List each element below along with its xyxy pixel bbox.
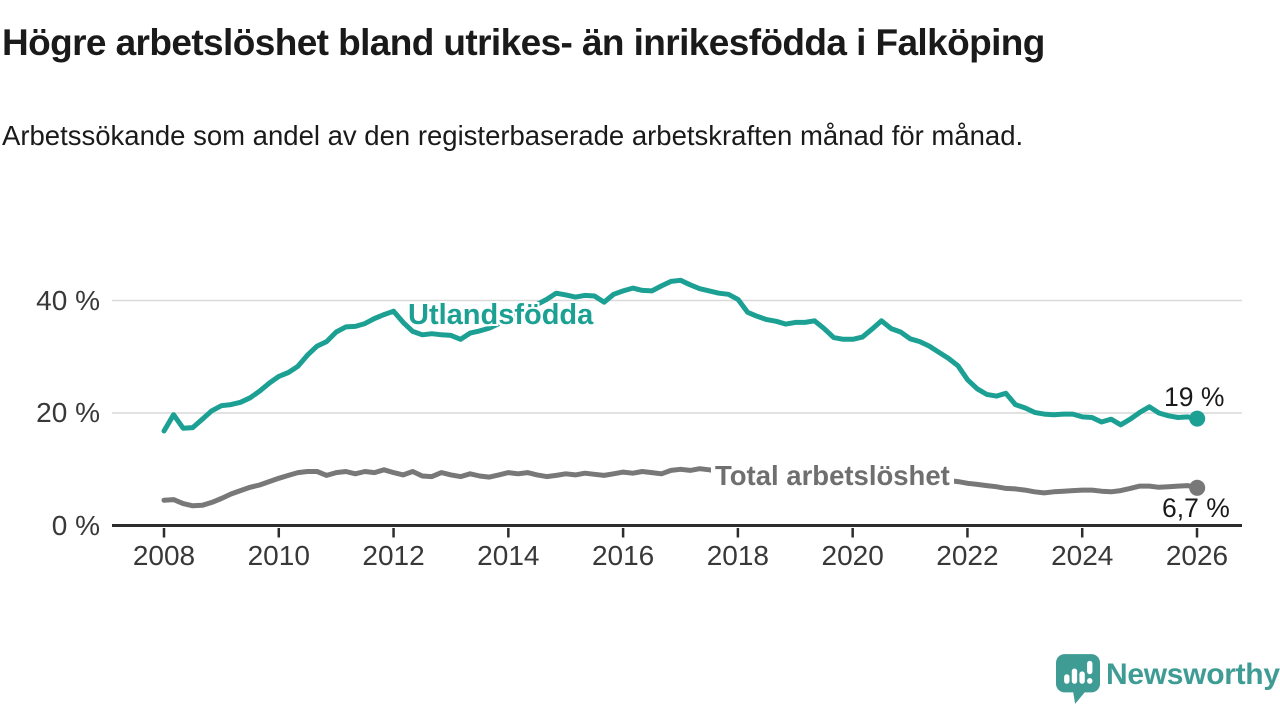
x-axis-tick-label: 2008 bbox=[132, 540, 196, 571]
newsworthy-speech-bubble-chart-icon bbox=[1056, 654, 1100, 709]
x-axis-tick-label: 2024 bbox=[1051, 540, 1114, 571]
x-axis-tick-label: 2022 bbox=[936, 540, 999, 571]
y-axis-tick-label: 40 % bbox=[36, 284, 100, 316]
x-axis-tick-label: 2020 bbox=[821, 540, 884, 571]
end-value-label-total: 6,7 % bbox=[1162, 493, 1230, 523]
series-label-utlandsfodda: Utlandsfödda bbox=[408, 299, 594, 331]
x-axis-tick-label: 2010 bbox=[247, 540, 310, 571]
x-axis-tick-label: 2026 bbox=[1165, 540, 1229, 571]
page-subtitle: Arbetssökande som andel av den registerb… bbox=[2, 120, 1024, 151]
y-axis-tick-label: 20 % bbox=[36, 397, 100, 428]
newsworthy-logo: Newsworthy bbox=[1056, 652, 1280, 708]
series-end-dot-utlandsfodda bbox=[1189, 410, 1206, 427]
series-line-total-arbetsloshet bbox=[161, 466, 1200, 509]
x-axis-tick-label: 2016 bbox=[591, 540, 655, 571]
x-axis-tick-label: 2014 bbox=[477, 540, 540, 571]
x-axis-tick-label: 2018 bbox=[706, 540, 770, 571]
series-end-dot-total-arbetsloshet bbox=[1189, 479, 1206, 496]
series-line-utlandsfodda bbox=[161, 277, 1200, 434]
y-axis-tick-label: 0 % bbox=[51, 509, 100, 541]
x-axis-tick-label: 2012 bbox=[362, 540, 425, 571]
series-label-total-arbetsloshet: Total arbetslöshet bbox=[711, 459, 954, 493]
page-title: Högre arbetslöshet bland utrikes- än inr… bbox=[2, 22, 1045, 63]
newsworthy-brand-name: Newsworthy bbox=[1106, 658, 1280, 691]
end-value-label-utlandsfodda: 19 % bbox=[1164, 382, 1225, 412]
